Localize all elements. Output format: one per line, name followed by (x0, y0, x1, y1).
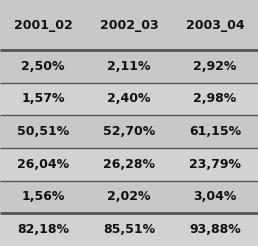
Text: 93,88%: 93,88% (189, 223, 241, 236)
Bar (0, 0, 258, 50)
Text: 2003_04: 2003_04 (186, 18, 244, 31)
Text: 2,98%: 2,98% (194, 92, 237, 106)
Text: 3,04%: 3,04% (193, 190, 237, 203)
Text: 50,51%: 50,51% (17, 125, 69, 138)
Text: 2,40%: 2,40% (107, 92, 151, 106)
Text: 2,11%: 2,11% (107, 60, 151, 73)
Text: 85,51%: 85,51% (103, 223, 155, 236)
Bar (0, 50, 258, 83)
Text: 1,57%: 1,57% (21, 92, 65, 106)
Text: 61,15%: 61,15% (189, 125, 241, 138)
Bar (0, 181, 258, 213)
Text: 2,92%: 2,92% (193, 60, 237, 73)
Text: 52,70%: 52,70% (103, 125, 155, 138)
Bar (0, 115, 258, 148)
Text: 2,50%: 2,50% (21, 60, 65, 73)
Bar (0, 148, 258, 181)
Text: 2002_03: 2002_03 (100, 18, 158, 31)
Text: 2,02%: 2,02% (107, 190, 151, 203)
Bar (0, 83, 258, 115)
Text: 23,79%: 23,79% (189, 158, 241, 171)
Bar (0, 213, 258, 246)
Text: 82,18%: 82,18% (17, 223, 69, 236)
Text: 2001_02: 2001_02 (14, 18, 72, 31)
Text: 26,04%: 26,04% (17, 158, 69, 171)
Text: 26,28%: 26,28% (103, 158, 155, 171)
Text: 1,56%: 1,56% (21, 190, 65, 203)
